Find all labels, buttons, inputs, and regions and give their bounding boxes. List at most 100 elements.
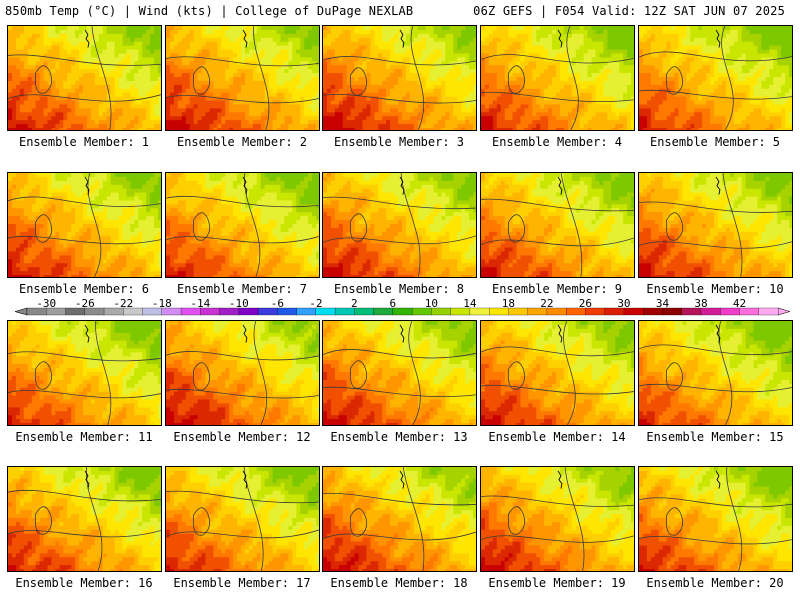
height-contour <box>564 467 585 571</box>
ensemble-member-map <box>638 25 793 131</box>
height-contour <box>481 91 634 103</box>
height-contour <box>718 321 733 425</box>
coastline <box>242 470 248 489</box>
coastline <box>715 470 721 489</box>
colorbar-tick-label: 18 <box>502 298 515 310</box>
coastline <box>715 176 721 195</box>
height-contour <box>166 388 319 399</box>
height-contour <box>481 54 634 64</box>
height-contour <box>8 235 161 245</box>
coastline <box>84 29 90 48</box>
height-contour <box>639 51 792 62</box>
coastline <box>399 324 405 343</box>
height-contour <box>91 26 112 130</box>
height-contour <box>166 195 319 208</box>
height-contour <box>481 237 634 247</box>
height-contour <box>323 386 476 397</box>
ensemble-member-map <box>322 25 477 131</box>
ensemble-member-map <box>638 466 793 572</box>
closed-contour <box>665 66 684 95</box>
ensemble-member-map <box>165 466 320 572</box>
colorbar-tick-label: -30 <box>36 298 56 310</box>
coastline <box>242 324 248 343</box>
ensemble-member-label: Ensemble Member: 12 <box>163 430 321 444</box>
temperature-field-map <box>481 467 634 571</box>
height-contour <box>323 492 476 506</box>
height-contour <box>481 495 634 507</box>
colorbar-tick-label: 34 <box>656 298 670 310</box>
closed-contour <box>192 212 211 241</box>
height-contour <box>721 26 734 130</box>
closed-contour <box>34 214 53 243</box>
height-contour <box>323 349 476 359</box>
coastline <box>399 176 405 195</box>
height-contour <box>8 196 161 207</box>
ensemble-member-map <box>638 320 793 426</box>
height-contour <box>481 535 634 543</box>
height-contour <box>639 344 792 355</box>
ensemble-member-label: Ensemble Member: 8 <box>320 282 478 296</box>
colorbar-tick-label: -18 <box>152 298 172 310</box>
height-contour <box>87 173 102 277</box>
ensemble-member-label: Ensemble Member: 3 <box>320 135 478 149</box>
colorbar-tick-label: 30 <box>617 298 630 310</box>
colorbar-tick-label: 6 <box>390 298 397 310</box>
height-contour <box>726 467 743 571</box>
colorbar-tick-label: -2 <box>309 298 322 310</box>
ensemble-member-map <box>322 172 477 278</box>
ensemble-member-label: Ensemble Member: 20 <box>636 576 794 590</box>
ensemble-member-map <box>165 25 320 131</box>
closed-contour <box>665 362 684 391</box>
colorbar-tick-label: 38 <box>694 298 707 310</box>
height-contour <box>402 467 425 571</box>
colorbar-min-arrow <box>15 307 28 316</box>
height-contour <box>253 321 268 425</box>
height-contour <box>481 198 634 212</box>
ensemble-member-label: Ensemble Member: 4 <box>478 135 636 149</box>
ensemble-member-label: Ensemble Member: 19 <box>478 576 636 590</box>
ensemble-member-label: Ensemble Member: 2 <box>163 135 321 149</box>
temperature-field-map <box>639 321 792 425</box>
colorbar-tick-label: 22 <box>540 298 553 310</box>
closed-contour <box>665 507 684 536</box>
temperature-field-map <box>166 321 319 425</box>
height-contour <box>166 56 319 67</box>
coastline <box>715 324 721 343</box>
colorbar-tick-label: -14 <box>190 298 210 310</box>
closed-contour <box>34 65 53 94</box>
ensemble-member-map <box>7 172 162 278</box>
height-contour <box>166 490 319 504</box>
height-contour <box>8 54 161 66</box>
height-contour <box>8 94 161 102</box>
height-contour <box>8 489 161 502</box>
closed-contour <box>665 212 684 241</box>
closed-contour <box>349 67 368 96</box>
ensemble-member-map <box>7 25 162 131</box>
closed-contour <box>349 508 368 537</box>
ensemble-member-map <box>638 172 793 278</box>
closed-contour <box>507 65 526 94</box>
closed-contour <box>507 361 526 390</box>
height-contour <box>408 321 421 425</box>
ensemble-member-label: Ensemble Member: 1 <box>5 135 163 149</box>
height-contour <box>639 241 792 249</box>
closed-contour <box>34 361 53 390</box>
temperature-field-map <box>8 173 161 277</box>
ensemble-member-label: Ensemble Member: 18 <box>320 576 478 590</box>
colorbar-tick-label: -10 <box>229 298 249 310</box>
colorbar-max-arrow <box>777 307 790 316</box>
coastline <box>399 29 405 48</box>
colorbar-tick-label: 42 <box>733 298 746 310</box>
height-contour <box>410 26 425 130</box>
closed-contour <box>192 66 211 95</box>
ensemble-member-map <box>322 466 477 572</box>
height-contour <box>323 196 476 210</box>
ensemble-member-map <box>165 320 320 426</box>
ensemble-member-label: Ensemble Member: 10 <box>636 282 794 296</box>
temperature-field-map <box>323 321 476 425</box>
ensemble-member-map <box>7 466 162 572</box>
temperature-field-map <box>639 173 792 277</box>
height-contour <box>166 236 319 244</box>
height-contour <box>481 346 634 357</box>
height-contour <box>639 383 792 393</box>
